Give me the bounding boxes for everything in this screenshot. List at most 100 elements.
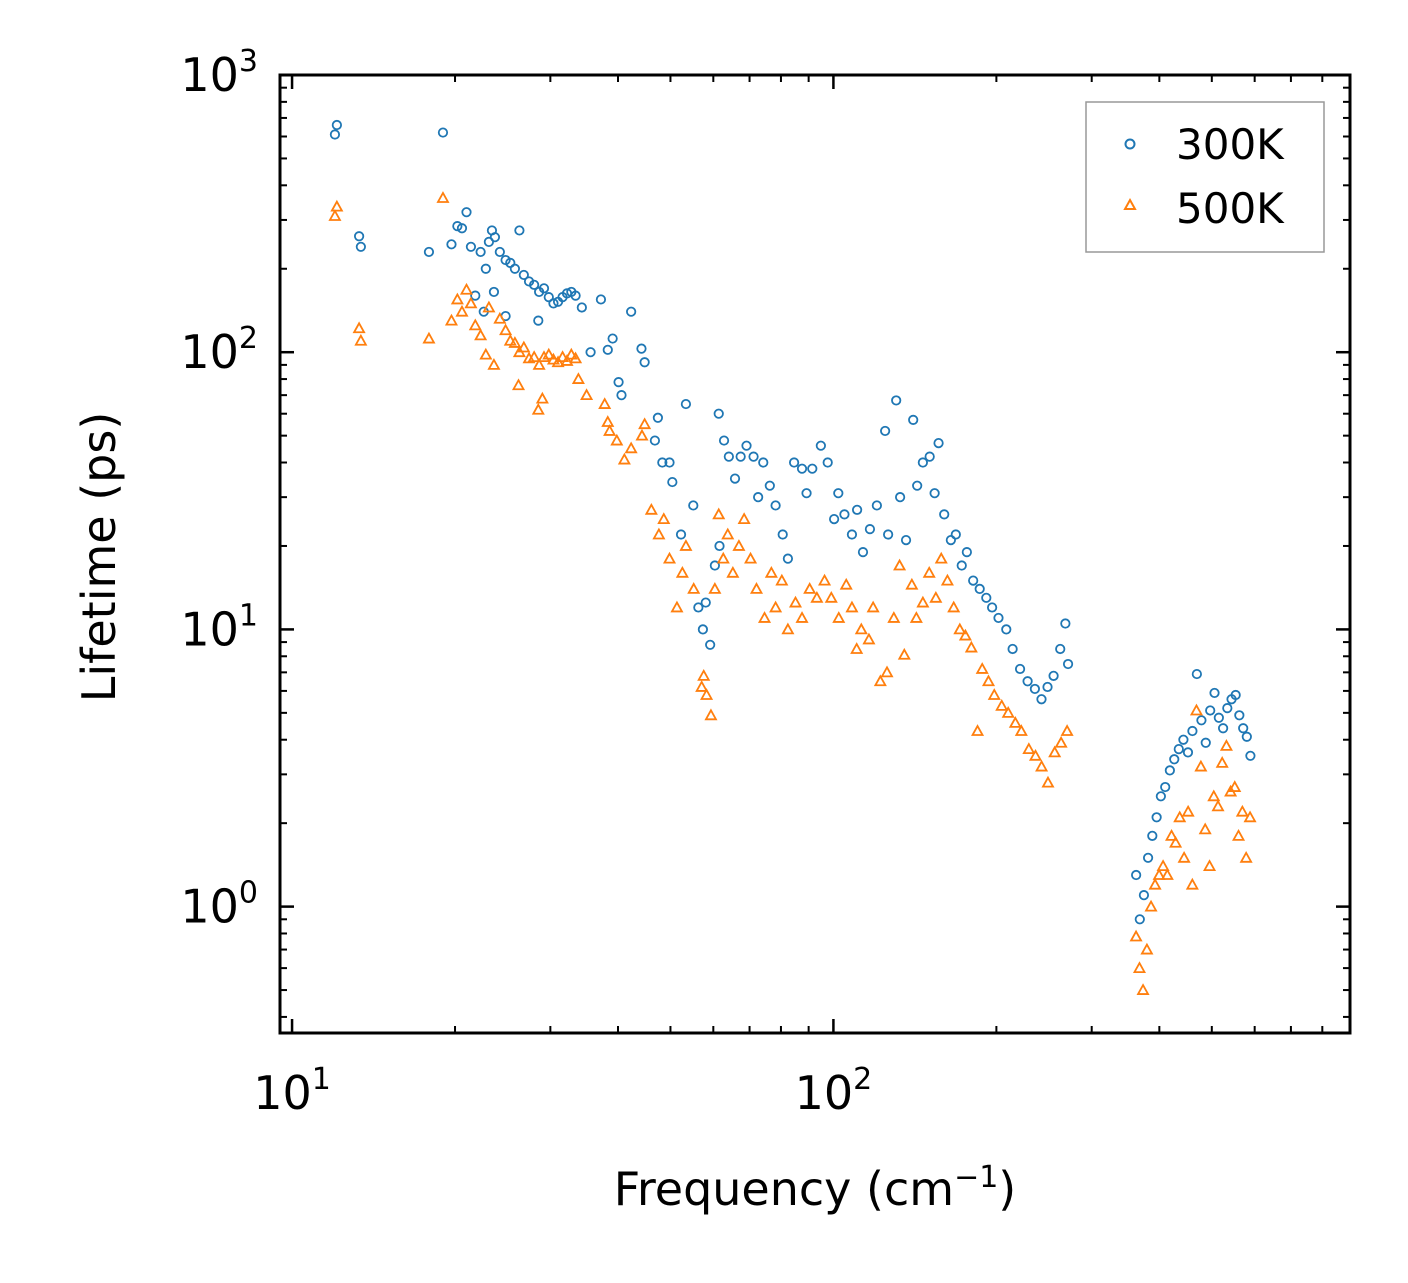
point-300K-132 xyxy=(1178,734,1189,745)
point-500K-96 xyxy=(940,573,954,586)
point-300K-104 xyxy=(961,547,972,558)
point-500K-99 xyxy=(958,628,972,641)
point-300K-49 xyxy=(652,412,663,423)
point-500K-98 xyxy=(953,622,967,635)
point-300K-112 xyxy=(1014,663,1026,675)
point-300K-113 xyxy=(1022,676,1033,687)
point-500K-75 xyxy=(810,590,824,603)
point-300K-65 xyxy=(729,473,741,484)
point-300K-119 xyxy=(1060,618,1071,629)
point-300K-28 xyxy=(548,298,559,309)
point-500K-87 xyxy=(887,611,901,623)
point-300K-17 xyxy=(494,246,505,258)
point-300K-78 xyxy=(807,463,818,474)
point-300K-117 xyxy=(1048,670,1059,681)
point-300K-120 xyxy=(1062,658,1074,670)
point-300K-68 xyxy=(748,451,759,462)
point-500K-73 xyxy=(795,611,809,623)
point-300K-56 xyxy=(693,602,704,613)
point-500K-114 xyxy=(1054,735,1068,748)
point-500K-27 xyxy=(546,352,560,365)
point-500K-136 xyxy=(1211,799,1225,812)
point-300K-139 xyxy=(1209,687,1220,699)
point-500K-13 xyxy=(479,347,493,360)
point-300K-87 xyxy=(864,524,876,535)
point-300K-33 xyxy=(570,290,581,301)
point-500K-34 xyxy=(531,402,545,415)
point-500K-70 xyxy=(775,573,789,586)
point-500K-121 xyxy=(1148,877,1162,890)
point-500K-35 xyxy=(535,391,549,404)
point-300K-71 xyxy=(764,480,775,491)
point-500K-67 xyxy=(757,611,772,623)
point-500K-133 xyxy=(1198,822,1212,835)
point-300K-140 xyxy=(1213,712,1224,723)
point-300K-91 xyxy=(891,395,902,406)
point-500K-128 xyxy=(1177,850,1191,863)
point-500K-112 xyxy=(1041,775,1055,788)
x-tick-label-100: 102 xyxy=(795,1062,873,1120)
point-500K-32 xyxy=(569,351,583,364)
point-500K-123 xyxy=(1156,859,1170,872)
point-300K-8 xyxy=(456,223,468,234)
point-300K-16 xyxy=(489,232,501,243)
point-300K-141 xyxy=(1217,723,1229,734)
legend-box xyxy=(1085,101,1325,253)
point-500K-42 xyxy=(617,452,631,465)
point-500K-38 xyxy=(598,397,612,409)
point-300K-74 xyxy=(782,553,794,564)
point-300K-10 xyxy=(465,241,477,252)
point-500K-37 xyxy=(580,388,594,401)
point-500K-95 xyxy=(934,551,948,564)
point-500K-26 xyxy=(542,347,556,360)
point-300K-85 xyxy=(852,504,863,515)
point-500K-76 xyxy=(818,573,832,586)
legend-label-500k: 500K xyxy=(1176,184,1285,233)
point-500K-61 xyxy=(721,527,735,540)
point-300K-62 xyxy=(713,408,724,419)
point-500K-125 xyxy=(1165,828,1179,841)
point-500K-89 xyxy=(897,647,911,660)
point-500K-143 xyxy=(1239,850,1253,863)
point-500K-135 xyxy=(1207,789,1221,802)
point-500K-124 xyxy=(1160,868,1174,880)
point-500K-71 xyxy=(781,622,795,635)
point-300K-101 xyxy=(945,534,956,546)
point-500K-19 xyxy=(508,336,522,348)
point-300K-40 xyxy=(595,294,607,305)
point-300K-48 xyxy=(649,435,661,446)
point-500K-92 xyxy=(916,595,930,608)
point-500K-24 xyxy=(532,358,546,370)
point-500K-58 xyxy=(708,582,722,594)
point-300K-13 xyxy=(480,263,491,274)
point-500K-103 xyxy=(981,674,996,687)
series-500K xyxy=(328,191,1257,995)
point-300K-84 xyxy=(846,529,858,540)
point-300K-20 xyxy=(509,263,520,274)
point-500K-48 xyxy=(657,512,671,524)
point-500K-137 xyxy=(1215,756,1229,768)
point-300K-126 xyxy=(1151,812,1162,823)
point-300K-63 xyxy=(718,435,730,446)
point-500K-41 xyxy=(610,433,624,446)
point-300K-93 xyxy=(900,534,912,546)
point-500K-105 xyxy=(995,698,1009,711)
point-300K-107 xyxy=(981,592,992,603)
point-300K-77 xyxy=(801,488,812,499)
point-300K-131 xyxy=(1173,744,1184,755)
point-300K-82 xyxy=(833,488,844,499)
point-500K-111 xyxy=(1035,759,1049,772)
point-300K-90 xyxy=(883,529,894,540)
point-300K-47 xyxy=(639,357,650,368)
point-300K-81 xyxy=(829,513,840,525)
point-500K-131 xyxy=(1189,703,1203,716)
point-500K-120 xyxy=(1144,899,1158,912)
point-300K-0 xyxy=(329,129,341,140)
point-500K-7 xyxy=(450,292,464,305)
point-500K-107 xyxy=(1008,716,1022,728)
point-300K-134 xyxy=(1187,725,1198,737)
point-300K-127 xyxy=(1155,791,1166,802)
point-300K-116 xyxy=(1042,681,1053,693)
point-500K-17 xyxy=(499,323,513,336)
